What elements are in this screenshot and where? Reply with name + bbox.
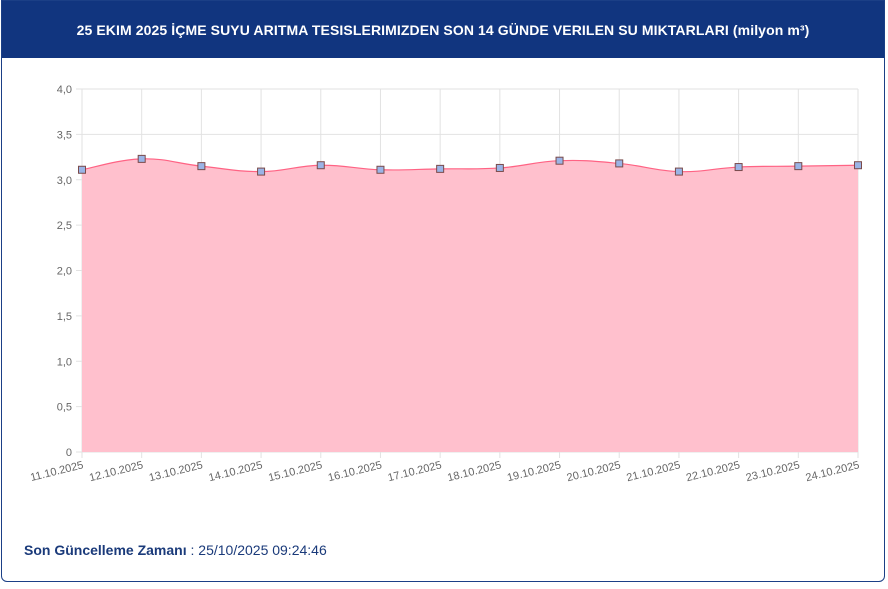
y-tick-label: 2,5 (57, 220, 72, 232)
y-axis-ticks: 0 0,5 1,0 1,5 2,0 2,5 3,0 3,5 4,0 (57, 84, 72, 459)
y-tick-label: 0 (66, 447, 72, 459)
x-axis-ticks: 11.10.2025 12.10.2025 13.10.2025 14.10.2025… (29, 459, 861, 484)
y-tick-label: 3,0 (57, 175, 72, 187)
x-tick-label: 18.10.2025 (446, 459, 502, 484)
data-point[interactable] (78, 165, 86, 174)
y-tick-label: 2,0 (57, 266, 72, 278)
x-tick-label: 24.10.2025 (804, 459, 860, 484)
x-tick-label: 16.10.2025 (327, 459, 383, 484)
chart-area: 0 0,5 1,0 1,5 2,0 2,5 3,0 3,5 4,0 11.10.2025 12.1… (2, 58, 884, 498)
y-tick-label: 0,5 (57, 402, 72, 414)
x-tick-label: 21.10.2025 (625, 459, 681, 484)
data-point[interactable] (376, 165, 385, 174)
data-point[interactable] (257, 167, 266, 176)
x-tick-label: 19.10.2025 (506, 459, 562, 484)
data-point[interactable] (794, 162, 803, 171)
series-line (81, 158, 859, 173)
x-tick-label: 17.10.2025 (387, 459, 443, 484)
chart-header: 25 EKIM 2025 İÇME SUYU ARITMA TESISLERIM… (2, 1, 884, 58)
y-tick-label: 4,0 (57, 84, 72, 96)
last-updated: Son Güncelleme Zamanı : 25/10/2025 09:24… (24, 542, 327, 558)
x-tick-label: 11.10.2025 (29, 459, 85, 484)
area-layer (81, 158, 859, 452)
chart-title: 25 EKIM 2025 İÇME SUYU ARITMA TESISLERIM… (76, 21, 810, 38)
point-layer (78, 154, 862, 176)
data-point[interactable] (436, 164, 445, 173)
data-point[interactable] (615, 159, 624, 168)
x-tick-label: 22.10.2025 (685, 459, 741, 484)
x-tick-label: 12.10.2025 (88, 459, 144, 484)
data-point[interactable] (555, 156, 564, 165)
x-tick-label: 20.10.2025 (566, 459, 622, 484)
last-updated-label: Son Güncelleme Zamanı (24, 542, 187, 558)
data-point[interactable] (495, 163, 504, 172)
x-tick-label: 15.10.2025 (267, 459, 323, 484)
water-volume-area-chart: 0 0,5 1,0 1,5 2,0 2,5 3,0 3,5 4,0 11.10.2025 12.1… (29, 84, 862, 484)
data-point[interactable] (197, 162, 206, 171)
last-updated-value: 25/10/2025 09:24:46 (198, 542, 327, 558)
x-tick-label: 13.10.2025 (148, 459, 204, 484)
data-point[interactable] (854, 161, 862, 170)
y-tick-label: 3,5 (57, 129, 72, 141)
data-point[interactable] (316, 161, 325, 170)
y-tick-label: 1,0 (57, 356, 72, 368)
last-updated-separator: : (186, 542, 199, 558)
y-tick-label: 1,5 (57, 311, 72, 323)
data-point[interactable] (674, 167, 683, 176)
data-point[interactable] (137, 154, 146, 163)
x-tick-label: 14.10.2025 (207, 459, 263, 484)
data-point[interactable] (734, 163, 743, 172)
area-fill (82, 158, 858, 452)
x-tick-label: 23.10.2025 (745, 459, 801, 484)
